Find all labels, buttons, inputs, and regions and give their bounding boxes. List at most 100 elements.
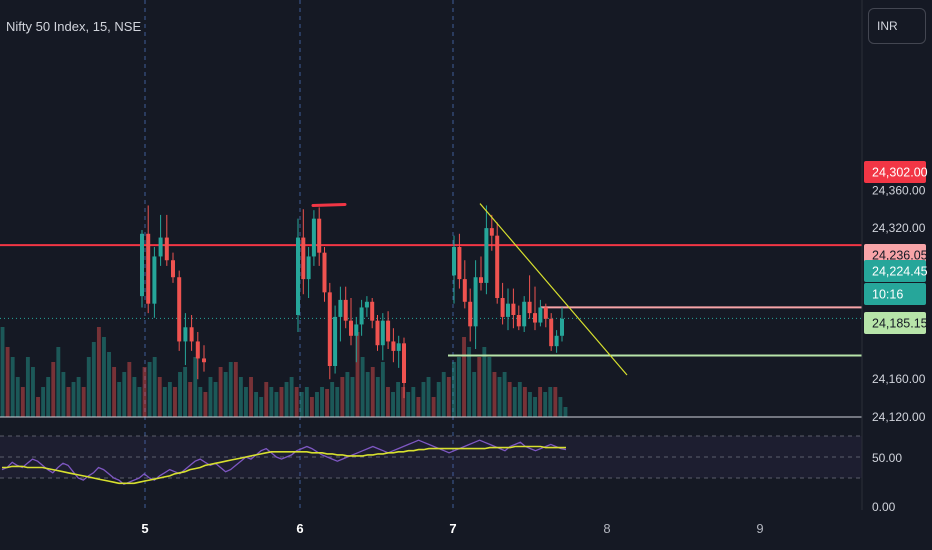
volume-bar bbox=[178, 372, 182, 417]
volume-bar bbox=[15, 377, 20, 417]
volume-bar bbox=[183, 367, 188, 417]
x-tick-label: 9 bbox=[756, 521, 763, 536]
volume-bar bbox=[411, 387, 416, 417]
volume-bar bbox=[416, 397, 421, 417]
volume-bar bbox=[543, 392, 548, 417]
candle-body bbox=[164, 237, 169, 261]
volume-bar bbox=[117, 382, 122, 417]
candle-body bbox=[527, 301, 532, 314]
volume-bar bbox=[107, 352, 111, 417]
volume-bar bbox=[96, 327, 101, 417]
candle-body bbox=[322, 252, 327, 293]
candle-body bbox=[457, 247, 462, 280]
candle-body bbox=[146, 233, 151, 304]
volume-bar bbox=[244, 387, 248, 417]
price-label-countdown: 10:16 bbox=[872, 288, 903, 302]
volume-bar bbox=[553, 387, 558, 417]
candle-body bbox=[354, 324, 359, 336]
volume-bar bbox=[238, 377, 243, 417]
annotation-marker bbox=[311, 202, 347, 207]
volume-bar bbox=[507, 382, 512, 417]
rsi-pane bbox=[0, 416, 862, 486]
candle-body bbox=[396, 343, 401, 351]
price-label-support-bg bbox=[864, 312, 926, 334]
volume-bar bbox=[340, 377, 345, 417]
volume-bar bbox=[102, 337, 106, 417]
candle-body bbox=[375, 320, 380, 346]
candle-body bbox=[560, 318, 564, 336]
candle-body bbox=[511, 303, 516, 316]
volume-bar bbox=[279, 387, 284, 417]
candle-body bbox=[343, 299, 348, 321]
price-label-resistance: 24,302.00 bbox=[872, 166, 928, 180]
volume-bar bbox=[472, 372, 477, 417]
candle-body bbox=[301, 237, 306, 280]
volume-bar bbox=[315, 392, 319, 417]
rsi-tick-label: 0.00 bbox=[872, 500, 896, 514]
volume-bar bbox=[360, 357, 365, 417]
volume-bar bbox=[446, 377, 451, 417]
candle-body bbox=[370, 301, 375, 321]
price-labels: 24,302.00 24,236.05 24,224.45 10:16 24,185.1… bbox=[864, 161, 928, 334]
x-tick-label: 7 bbox=[449, 521, 456, 536]
price-tick-label: 24,360.00 bbox=[872, 183, 926, 197]
volume-bar bbox=[355, 332, 360, 417]
candle-body bbox=[296, 237, 300, 316]
x-tick-label: 8 bbox=[603, 521, 610, 536]
candle-body bbox=[462, 279, 467, 302]
rsi-line bbox=[1, 439, 567, 486]
volume-bar bbox=[482, 347, 487, 417]
candle-body bbox=[468, 301, 473, 327]
volume-bar bbox=[436, 382, 441, 417]
volume-bar bbox=[497, 377, 502, 417]
volume-bar bbox=[320, 387, 324, 417]
volume-bar bbox=[457, 357, 461, 417]
candle-body bbox=[333, 316, 338, 367]
price-label-last: 24,224.45 bbox=[872, 265, 928, 279]
volume-bar bbox=[20, 387, 25, 417]
candle-body bbox=[380, 320, 385, 346]
volume-bar bbox=[218, 367, 223, 417]
volume-bar bbox=[528, 392, 532, 417]
volume-bar bbox=[421, 382, 426, 417]
volume-bar bbox=[274, 392, 279, 417]
volume-bar bbox=[380, 362, 385, 417]
volume-bar bbox=[228, 362, 233, 417]
x-tick-label: 5 bbox=[141, 521, 148, 536]
rsi-ma-line bbox=[2, 445, 566, 485]
volume-bar bbox=[193, 357, 198, 417]
candle-body bbox=[549, 318, 554, 347]
price-tick-label: 24,120.00 bbox=[872, 410, 926, 424]
volume-bar bbox=[46, 377, 51, 417]
candle-body bbox=[452, 247, 456, 276]
volume-bar bbox=[122, 372, 127, 417]
drawing-overlays bbox=[311, 202, 628, 376]
volume-bar bbox=[152, 357, 157, 417]
candle-body bbox=[306, 256, 311, 280]
volume-bars bbox=[0, 327, 568, 417]
volume-bar bbox=[167, 382, 172, 417]
candle-body bbox=[338, 299, 343, 317]
volume-bar bbox=[36, 397, 40, 417]
volume-bar bbox=[56, 347, 61, 417]
volume-bar bbox=[462, 337, 466, 417]
candle-body bbox=[500, 298, 505, 317]
volume-bar bbox=[502, 372, 507, 417]
candle-body bbox=[522, 301, 527, 327]
volume-bar bbox=[41, 387, 46, 417]
candle-body bbox=[317, 218, 322, 253]
volume-bar bbox=[309, 397, 314, 417]
candle-body bbox=[473, 277, 478, 327]
volume-bar bbox=[162, 387, 167, 417]
volume-bar bbox=[350, 377, 355, 417]
volume-bar bbox=[330, 382, 335, 417]
volume-bar bbox=[294, 387, 299, 417]
price-label-support: 24,185.15 bbox=[872, 317, 928, 331]
volume-bar bbox=[431, 397, 436, 417]
volume-bar bbox=[233, 362, 238, 417]
currency-button[interactable]: INR bbox=[868, 8, 926, 44]
volume-bar bbox=[304, 387, 309, 417]
candle-body bbox=[554, 335, 559, 347]
candle-body bbox=[158, 237, 163, 257]
volume-bar bbox=[548, 387, 553, 417]
